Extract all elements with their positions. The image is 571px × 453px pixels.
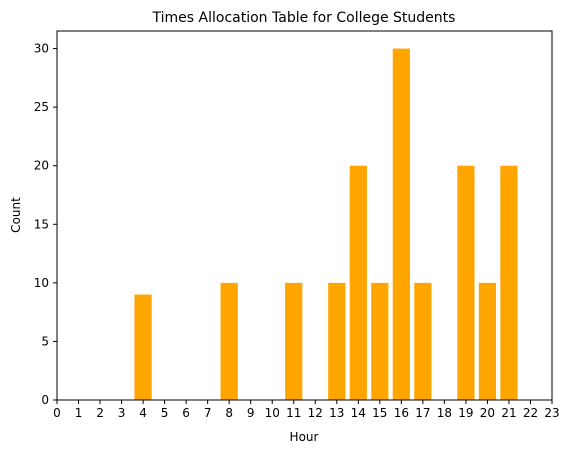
x-tick-label: 22 bbox=[523, 406, 538, 420]
x-tick-label: 13 bbox=[329, 406, 344, 420]
bar-hour-20 bbox=[478, 282, 497, 400]
bar-hour-4 bbox=[134, 294, 152, 400]
x-tick-label: 8 bbox=[225, 406, 233, 420]
x-tick-label: 9 bbox=[247, 406, 255, 420]
x-tick-label: 7 bbox=[204, 406, 212, 420]
y-axis-label: Count bbox=[9, 197, 23, 233]
y-tick-label: 15 bbox=[34, 217, 49, 231]
x-tick-label: 23 bbox=[544, 406, 559, 420]
bar-hour-15 bbox=[371, 282, 389, 400]
bar-hour-19 bbox=[457, 165, 475, 400]
y-tick-label: 0 bbox=[41, 393, 49, 407]
x-tick-label: 4 bbox=[139, 406, 147, 420]
y-tick-label: 10 bbox=[34, 276, 49, 290]
x-tick-label: 6 bbox=[182, 406, 190, 420]
bar-hour-14 bbox=[349, 165, 367, 400]
bar-hour-11 bbox=[285, 282, 303, 400]
x-tick-label: 1 bbox=[75, 406, 83, 420]
plot-frame bbox=[56, 30, 553, 401]
x-tick-label: 16 bbox=[394, 406, 409, 420]
y-tick-label: 5 bbox=[41, 334, 49, 348]
x-axis-label: Hour bbox=[290, 430, 319, 444]
x-tick-label: 21 bbox=[501, 406, 516, 420]
bar-hour-21 bbox=[500, 165, 518, 400]
x-tick-label: 0 bbox=[53, 406, 61, 420]
x-tick-label: 19 bbox=[458, 406, 473, 420]
x-tick-label: 17 bbox=[415, 406, 430, 420]
x-tick-label: 10 bbox=[265, 406, 280, 420]
y-tick-label: 25 bbox=[34, 100, 49, 114]
x-tick-label: 14 bbox=[351, 406, 366, 420]
x-axis-ticks: 0 1 2 3 4 5 6 7 8 9 10 11 12 13 14 15 16 17 18 19 20 21 22 23 bbox=[53, 400, 560, 420]
x-tick-label: 2 bbox=[96, 406, 104, 420]
y-axis-ticks: 0 5 10 15 20 25 30 bbox=[34, 42, 57, 407]
y-tick-label: 20 bbox=[34, 159, 49, 173]
bar-hour-16 bbox=[392, 48, 410, 400]
x-tick-label: 12 bbox=[308, 406, 323, 420]
x-tick-label: 18 bbox=[437, 406, 452, 420]
chart-title: Times Allocation Table for College Stude… bbox=[152, 10, 456, 26]
x-tick-label: 3 bbox=[118, 406, 126, 420]
bar-hour-13 bbox=[328, 282, 346, 400]
bar-hour-8 bbox=[220, 282, 238, 400]
bars-group bbox=[134, 48, 518, 400]
y-tick-label: 30 bbox=[34, 42, 49, 56]
x-tick-label: 20 bbox=[480, 406, 495, 420]
x-tick-label: 15 bbox=[372, 406, 387, 420]
x-tick-label: 11 bbox=[286, 406, 301, 420]
bar-hour-17 bbox=[414, 282, 432, 400]
x-tick-label: 5 bbox=[161, 406, 169, 420]
